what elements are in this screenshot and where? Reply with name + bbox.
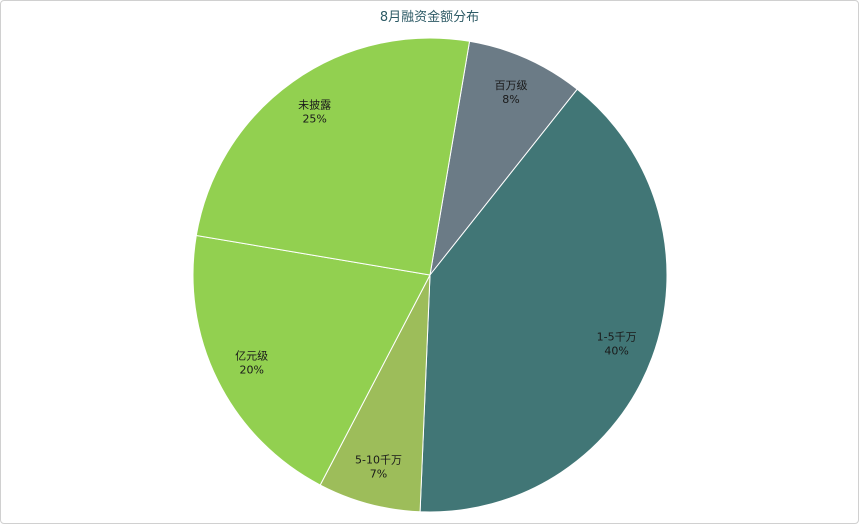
- slice-label: 1-5千万: [597, 330, 637, 343]
- pie-slice: [195, 37, 471, 276]
- slice-percent-label: 7%: [370, 467, 387, 480]
- pie-slice: [429, 40, 578, 276]
- chart-title: 8月融资金额分布: [379, 10, 480, 25]
- slice-percent-label: 25%: [302, 113, 326, 126]
- slice-percent-label: 8%: [502, 93, 519, 106]
- slice-label: 亿元级: [235, 350, 268, 363]
- slice-percent-label: 20%: [239, 364, 263, 377]
- slice-label: 未披露: [298, 98, 331, 112]
- pie-slice: [192, 234, 431, 486]
- pie-slice: [419, 88, 668, 513]
- pie-slice: [319, 274, 431, 513]
- slice-label: 5-10千万: [355, 453, 402, 466]
- slice-label: 百万级: [494, 79, 527, 92]
- slice-percent-label: 40%: [604, 344, 628, 357]
